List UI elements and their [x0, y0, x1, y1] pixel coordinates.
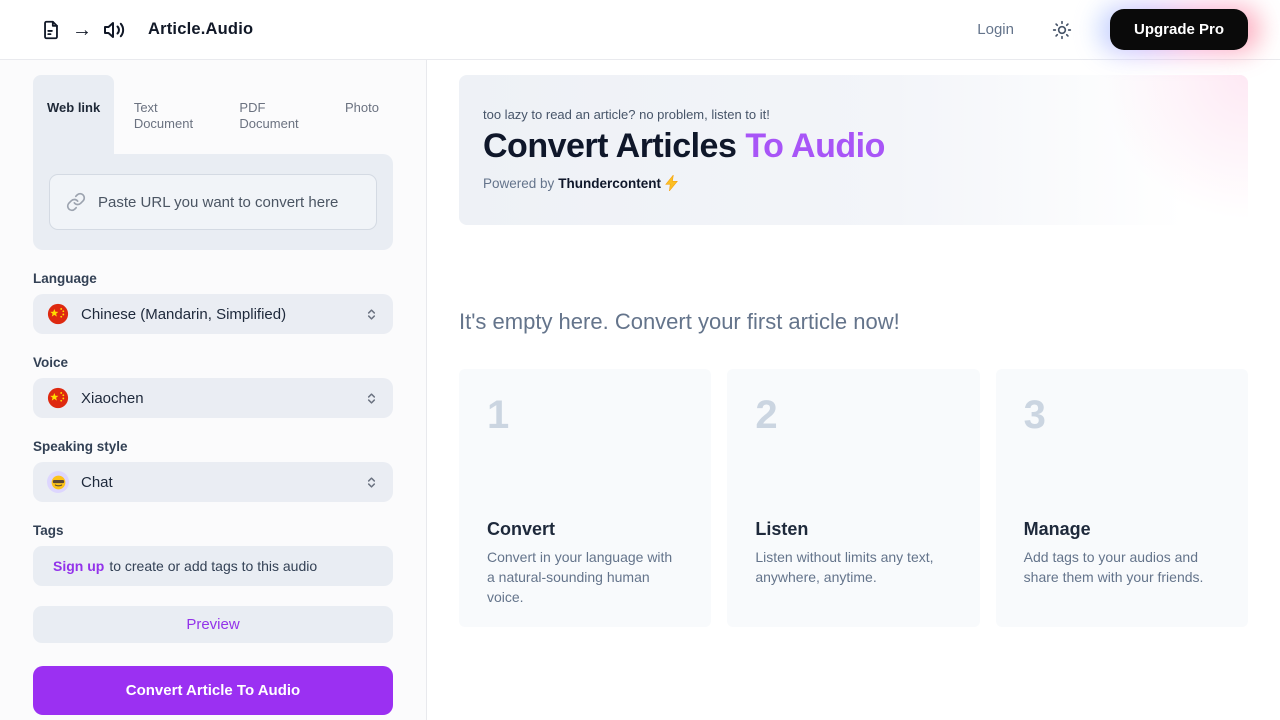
hero-tagline: too lazy to read an article? no problem,…	[483, 107, 770, 122]
voice-select[interactable]: Xiaochen	[33, 378, 393, 418]
top-navbar: → Article.Audio Login Upgrade Pro	[0, 0, 1280, 60]
tags-hint-text: to create or add tags to this audio	[109, 558, 318, 574]
chevron-updown-icon	[364, 391, 379, 406]
brand: → Article.Audio	[40, 18, 253, 42]
sign-up-link[interactable]: Sign up	[53, 558, 105, 574]
source-tabs: Web link Text Document PDF Document Phot…	[33, 75, 393, 154]
hero-banner: too lazy to read an article? no problem,…	[459, 75, 1248, 225]
china-flag-icon	[47, 303, 69, 325]
upgrade-pro-button[interactable]: Upgrade Pro	[1109, 9, 1248, 50]
speaking-style-select[interactable]: Chat	[33, 462, 393, 502]
preview-button[interactable]: Preview	[33, 606, 393, 643]
voice-value: Xiaochen	[81, 389, 144, 407]
card-description: Listen without limits any text, anywhere…	[755, 549, 934, 585]
tab-pdf-document[interactable]: PDF Document	[239, 100, 299, 131]
tags-label: Tags	[33, 523, 64, 538]
url-input-box	[49, 174, 377, 230]
speaking-style-label: Speaking style	[33, 439, 128, 454]
theme-toggle-sun-icon[interactable]	[1052, 20, 1072, 40]
url-panel	[33, 154, 393, 250]
document-icon	[40, 19, 62, 41]
language-label: Language	[33, 271, 97, 286]
card-description: Convert in your language with a natural-…	[487, 549, 673, 605]
lightning-bolt-icon	[665, 175, 679, 192]
hero-title-accent: To Audio	[745, 127, 885, 165]
chevron-updown-icon	[364, 475, 379, 490]
converter-sidebar: Web link Text Document PDF Document Phot…	[0, 60, 427, 720]
card-description: Add tags to your audios and share them w…	[1023, 549, 1204, 585]
hero-title-main: Convert Articles	[483, 127, 737, 165]
speaking-style-value: Chat	[81, 473, 113, 491]
powered-by: Powered by Thundercontent	[483, 175, 1224, 192]
card-manage: 3 Manage Add tags to your audios and sha…	[995, 369, 1248, 627]
app-title: Article.Audio	[148, 20, 254, 38]
chat-emoji-icon	[47, 471, 69, 493]
arrow-right-icon: →	[72, 18, 92, 41]
hero-title: Convert Articles To Audio	[483, 127, 1224, 166]
language-select[interactable]: Chinese (Mandarin, Simplified)	[33, 294, 393, 334]
convert-article-button[interactable]: Convert Article To Audio	[33, 666, 393, 715]
steps-cards: 1 Convert Convert in your language with …	[459, 369, 1248, 627]
card-listen: 2 Listen Listen without limits any text,…	[727, 369, 980, 627]
tab-text-document[interactable]: Text Document	[133, 100, 194, 131]
card-number: 2	[755, 393, 778, 437]
main-content: too lazy to read an article? no problem,…	[427, 60, 1280, 720]
card-number: 1	[487, 393, 510, 437]
login-link[interactable]: Login	[977, 21, 1014, 38]
empty-state-heading: It's empty here. Convert your first arti…	[459, 309, 900, 334]
card-convert: 1 Convert Convert in your language with …	[459, 369, 712, 627]
link-icon	[66, 192, 86, 212]
powered-brand: Thundercontent	[558, 175, 662, 191]
tab-web-link[interactable]: Web link	[33, 75, 115, 154]
card-title: Convert	[487, 519, 556, 539]
upgrade-glow: Upgrade Pro	[1109, 9, 1248, 50]
card-number: 3	[1023, 393, 1046, 437]
chevron-updown-icon	[364, 307, 379, 322]
voice-label: Voice	[33, 355, 69, 370]
language-value: Chinese (Mandarin, Simplified)	[81, 305, 287, 323]
tab-photo[interactable]: Photo	[345, 100, 379, 115]
tags-panel: Sign up to create or add tags to this au…	[33, 546, 393, 586]
url-input[interactable]	[98, 193, 360, 211]
china-flag-icon	[47, 387, 69, 409]
card-title: Listen	[755, 519, 809, 539]
speaker-icon	[102, 18, 126, 42]
navbar-actions: Login Upgrade Pro	[977, 9, 1248, 50]
card-title: Manage	[1023, 519, 1091, 539]
